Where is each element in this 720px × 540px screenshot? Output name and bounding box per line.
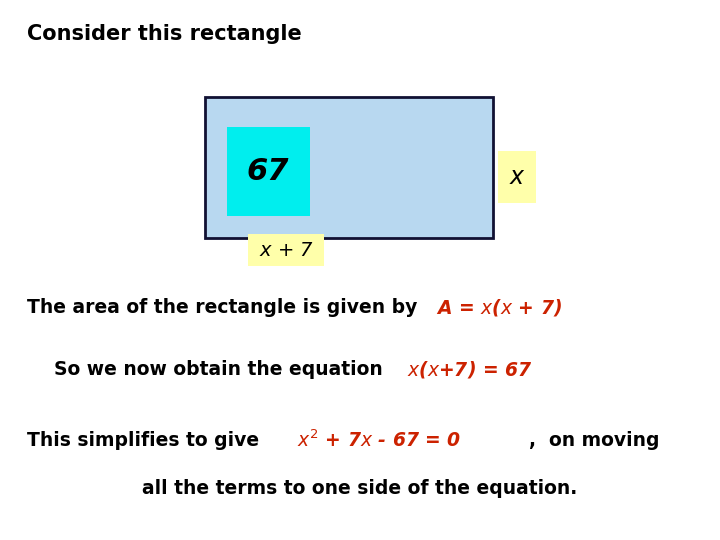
FancyBboxPatch shape: [248, 234, 324, 266]
Text: 67: 67: [246, 157, 289, 186]
Text: $x$ + 7: $x$ + 7: [258, 240, 314, 260]
Text: So we now obtain the equation: So we now obtain the equation: [54, 360, 383, 380]
FancyBboxPatch shape: [227, 127, 310, 216]
Text: $x$: $x$: [508, 165, 526, 189]
Text: $x^2$ + 7$x$ - 67 = 0: $x^2$ + 7$x$ - 67 = 0: [297, 429, 461, 451]
Text: This simplifies to give: This simplifies to give: [27, 430, 259, 450]
Text: all the terms to one side of the equation.: all the terms to one side of the equatio…: [143, 479, 577, 498]
FancyBboxPatch shape: [498, 151, 536, 202]
Text: The area of the rectangle is given by: The area of the rectangle is given by: [27, 298, 418, 318]
Text: $x$($x$+7) = 67: $x$($x$+7) = 67: [407, 360, 532, 380]
Text: Consider this rectangle: Consider this rectangle: [27, 24, 302, 44]
Text: A = $x$($x$ + 7): A = $x$($x$ + 7): [436, 298, 562, 318]
FancyBboxPatch shape: [205, 97, 493, 238]
Text: ,  on moving: , on moving: [529, 430, 660, 450]
